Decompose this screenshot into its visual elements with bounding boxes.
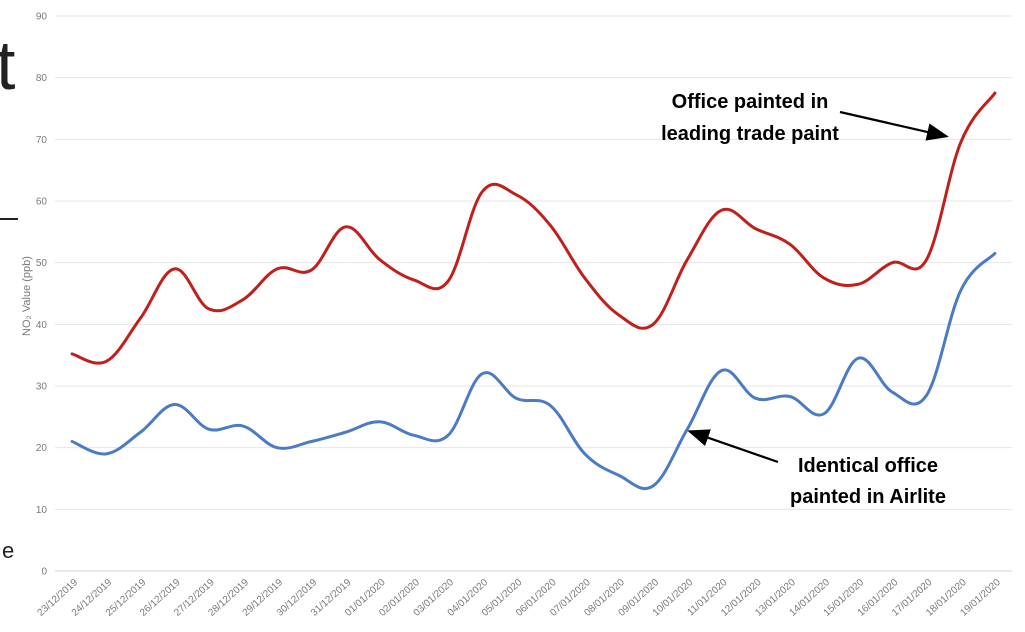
y-tick-label: 30 (36, 382, 48, 393)
y-tick-label: 20 (36, 443, 48, 454)
annotation-arrow (687, 429, 779, 464)
cropped-slide-letter: t (0, 26, 16, 104)
annotation-arrow (839, 110, 949, 141)
y-tick-label: 90 (36, 12, 48, 23)
annotation-1: Office painted in leading trade paint (661, 91, 949, 145)
gridlines (55, 15, 1012, 572)
y-tick-label: 10 (36, 505, 48, 516)
y-tick-label: 60 (36, 197, 48, 208)
series-line-1 (70, 91, 997, 365)
y-tick-label: 80 (36, 73, 48, 84)
series-line-2 (70, 251, 997, 491)
x-axis-ticks: 23/12/201924/12/201925/12/201926/12/2019… (36, 577, 1004, 619)
y-tick-label: 70 (36, 135, 48, 146)
annotation-text: leading trade paint (661, 123, 839, 145)
y-tick-label: 50 (36, 258, 48, 269)
y-tick-label: 40 (36, 320, 48, 331)
annotations: Office painted in leading trade paint Iden… (661, 91, 949, 508)
annotation-text: Office painted in (672, 91, 829, 113)
annotation-text: Identical office (798, 455, 938, 477)
cropped-slide-letter: e (2, 538, 15, 563)
y-tick-label: 0 (41, 567, 47, 578)
y-axis-label: NO₂ Value (ppb) (21, 256, 33, 336)
annotation-2: Identical office painted in Airlite (687, 429, 946, 508)
cropped-slide-rule (0, 218, 18, 220)
y-axis-ticks: 0 10 20 30 40 50 60 70 80 90 (36, 12, 48, 578)
series-lines (70, 91, 997, 491)
annotation-text: painted in Airlite (790, 486, 946, 508)
